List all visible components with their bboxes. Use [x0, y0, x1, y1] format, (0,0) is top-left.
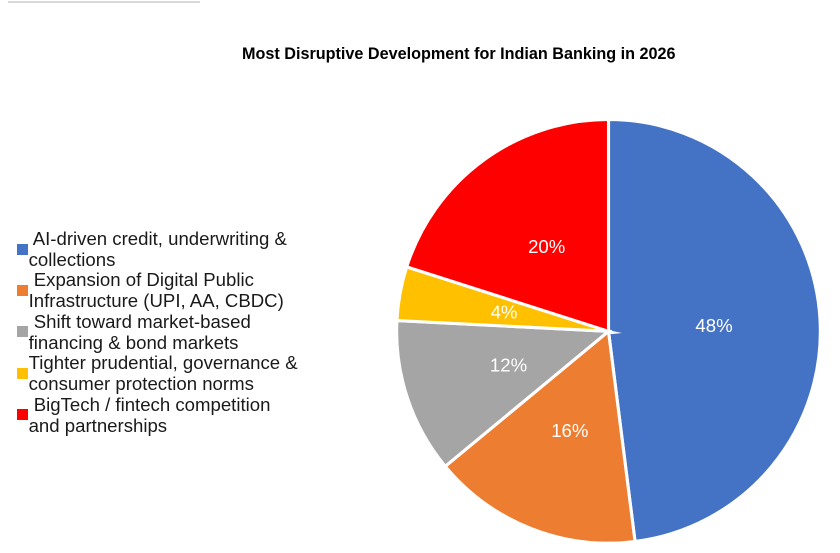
svg-text:16%: 16%	[551, 420, 588, 441]
svg-text:20%: 20%	[528, 236, 565, 257]
svg-text:48%: 48%	[695, 315, 732, 336]
svg-text:12%: 12%	[490, 355, 527, 376]
svg-text:4%: 4%	[491, 301, 518, 322]
